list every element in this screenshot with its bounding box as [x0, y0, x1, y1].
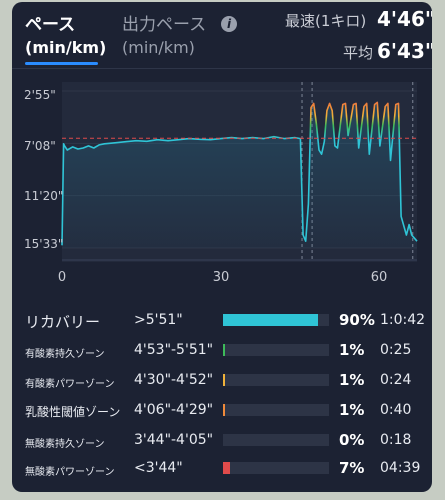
zone-range: 4'06"-4'29" — [134, 402, 214, 418]
average-label: 平均 — [343, 44, 374, 62]
zone-time: 0:25 — [380, 342, 412, 358]
tab-pace-underline — [25, 62, 98, 65]
zone-bar-fill — [223, 314, 318, 326]
tab-pace[interactable]: ペース — [25, 15, 76, 35]
zone-percent: 0% — [339, 431, 365, 449]
y-tick-label: 7'08" — [24, 139, 56, 153]
zone-row: 有酸素持久ゾーン 4'53"-5'51" 1% 0:25 — [12, 339, 432, 361]
series-area — [62, 102, 417, 249]
zone-name: 有酸素持久ゾーン — [25, 349, 105, 360]
zone-time: 0:24 — [380, 372, 412, 388]
zone-range: >5'51" — [134, 312, 183, 328]
zone-range: 4'30"-4'52" — [134, 372, 214, 388]
zone-row: 無酸素持久ゾーン 3'44"-4'05" 0% 0:18 — [12, 429, 432, 451]
zone-bar — [223, 434, 329, 446]
zone-percent: 7% — [339, 459, 365, 477]
zone-bar-fill — [223, 374, 225, 386]
fastest-value: 4'46" — [377, 7, 432, 31]
zone-time: 1:0:42 — [380, 312, 426, 328]
zone-row: 乳酸性閾値ゾーン 4'06"-4'29" 1% 0:40 — [12, 399, 432, 421]
tab-output-pace-unit[interactable]: (min/km) — [122, 38, 195, 57]
zone-percent: 1% — [339, 341, 365, 359]
zone-bar — [223, 404, 329, 416]
fastest-label: 最速(1キロ) — [285, 12, 367, 30]
zone-range: <3'44" — [134, 460, 183, 476]
x-tick-label: 60 — [370, 270, 388, 285]
zone-row: 無酸素パワーゾーン <3'44" 7% 04:39 — [12, 457, 432, 479]
x-tick-label: 30 — [212, 270, 230, 285]
x-tick-label: 0 — [57, 270, 67, 285]
zone-bar-fill — [223, 344, 225, 356]
y-tick-label: 15'33" — [24, 237, 64, 251]
zone-row: リカバリー >5'51" 90% 1:0:42 — [12, 309, 432, 331]
average-value: 6'43" — [377, 39, 432, 63]
zone-name: リカバリー — [25, 313, 101, 331]
zone-bar — [223, 344, 329, 356]
zone-bar — [223, 462, 329, 474]
pace-card: ペース (min/km) 出力ペース (min/km) i 最速(1キロ) 4'… — [12, 2, 432, 492]
zone-bar — [223, 374, 329, 386]
zone-time: 0:40 — [380, 402, 412, 418]
zone-time: 04:39 — [380, 460, 421, 476]
zone-percent: 1% — [339, 371, 365, 389]
zone-name: 無酸素持久ゾーン — [25, 439, 105, 450]
zone-range: 3'44"-4'05" — [134, 432, 214, 448]
zone-time: 0:18 — [380, 432, 412, 448]
tab-pace-unit[interactable]: (min/km) — [25, 38, 107, 57]
zone-bar — [223, 314, 329, 326]
pace-series-line — [61, 101, 418, 246]
zone-row: 有酸素パワーゾーン 4'30"-4'52" 1% 0:24 — [12, 369, 432, 391]
pace-chart — [61, 82, 418, 262]
info-icon[interactable]: i — [221, 16, 237, 32]
zone-name: 乳酸性閾値ゾーン — [25, 405, 121, 419]
y-tick-label: 11'20" — [24, 189, 64, 203]
y-tick-label: 2'55" — [24, 88, 56, 102]
zone-name: 無酸素パワーゾーン — [25, 467, 115, 478]
zone-percent: 1% — [339, 401, 365, 419]
zone-percent: 90% — [339, 311, 375, 329]
zone-bar-fill — [223, 404, 225, 416]
zone-range: 4'53"-5'51" — [134, 342, 214, 358]
tab-output-pace[interactable]: 出力ペース — [122, 15, 207, 35]
zone-bar-fill — [223, 462, 230, 474]
zone-name: 有酸素パワーゾーン — [25, 379, 115, 390]
header-divider — [12, 68, 432, 69]
